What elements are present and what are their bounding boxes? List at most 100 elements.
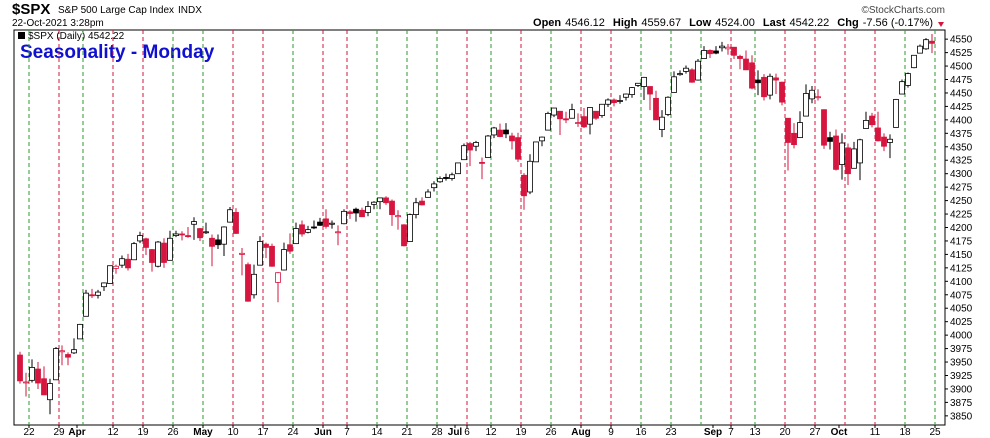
candle-body (509, 135, 515, 142)
candle-body (917, 45, 923, 54)
candle-body (791, 132, 797, 146)
candle-body (479, 161, 485, 164)
y-tick-label: 4000 (950, 331, 973, 342)
candle-body (641, 76, 647, 87)
y-tick-label: 4175 (950, 236, 973, 247)
candle-body (527, 160, 533, 193)
y-tick-label: 4025 (950, 317, 973, 328)
y-tick-label: 4375 (950, 129, 973, 140)
x-tick-label: 14 (371, 427, 383, 438)
candle-body (227, 209, 233, 223)
y-tick-label: 4350 (950, 142, 973, 153)
candle-body (311, 226, 317, 229)
candle-body (245, 264, 251, 302)
candle-body (929, 40, 935, 44)
y-tick-label: 4500 (950, 62, 973, 73)
y-tick-label: 4075 (950, 290, 973, 301)
candle-body (215, 239, 221, 246)
x-tick-label: 7 (344, 427, 350, 438)
candle-body (29, 367, 35, 381)
candle-body (137, 235, 143, 242)
candle-body (857, 139, 863, 164)
candle-body (341, 210, 347, 225)
candle-body (41, 378, 47, 396)
candle-body (365, 206, 371, 213)
candle-body (191, 221, 197, 225)
y-tick-label: 3875 (950, 398, 973, 409)
candle-body (131, 243, 137, 261)
candle-body (107, 265, 113, 284)
candle-body (185, 235, 191, 238)
candle-body (719, 45, 725, 49)
candle-body (293, 228, 299, 245)
x-tick-label: 28 (431, 427, 443, 438)
x-tick-label: 16 (635, 427, 647, 438)
candle-body (167, 237, 173, 261)
candle-body (221, 226, 227, 245)
x-tick-label: Jul (448, 427, 463, 438)
y-tick-label: 3925 (950, 371, 973, 382)
candle-body (413, 202, 419, 215)
candle-body (629, 87, 635, 95)
candle-body (695, 60, 701, 81)
candle-body (515, 137, 521, 160)
candle-body (65, 354, 71, 358)
candle-body (911, 54, 917, 69)
candle-body (95, 291, 101, 296)
x-tick-label: 29 (53, 427, 65, 438)
plot-frame (13, 29, 946, 426)
x-tick-label: 12 (485, 427, 497, 438)
candle-body (401, 224, 407, 247)
quote-value: 4546.12 (565, 17, 605, 29)
candle-body (713, 50, 719, 54)
candle-body (689, 69, 695, 83)
candle-body (893, 99, 899, 128)
candle-body (491, 127, 497, 136)
quote-line: Open 4546.12 High 4559.67 Low 4524.00 Last 4542… (533, 17, 933, 29)
x-tick-label: 9 (608, 427, 614, 438)
quote-label: Open (533, 17, 561, 29)
x-tick-label: Aug (571, 427, 590, 438)
candle-body (449, 174, 455, 179)
candle-body (671, 76, 677, 93)
y-tick-label: 4450 (950, 88, 973, 99)
y-tick-label: 4550 (950, 35, 973, 46)
candle-body (485, 135, 491, 158)
candle-body (329, 222, 335, 225)
x-tick-label: 11 (870, 427, 881, 438)
index-name: S&P 500 Large Cap Index (58, 5, 174, 16)
candle-body (647, 86, 653, 95)
candle-body (455, 162, 461, 175)
candle-body (875, 127, 881, 142)
candle-body (845, 147, 851, 175)
legend-label: $SPX (Daily) 4542.22 (28, 31, 125, 42)
candle-body (755, 79, 761, 84)
candle-body (467, 143, 473, 151)
candle-body (281, 249, 287, 271)
x-tick-label: 24 (287, 427, 299, 438)
candle-body (779, 81, 785, 103)
candle-body (653, 97, 659, 121)
candle-body (359, 209, 365, 218)
candle-body (725, 46, 731, 50)
candle-body (173, 233, 179, 236)
quote-value: 4559.67 (641, 17, 681, 29)
candle-body (71, 349, 77, 354)
candle-body (23, 381, 29, 384)
candle-body (701, 50, 707, 59)
candle-body (473, 142, 479, 147)
candle-body (521, 174, 527, 197)
candle-body (437, 178, 443, 183)
candle-body (239, 252, 245, 255)
candle-body (743, 58, 749, 71)
candle-body (737, 55, 743, 59)
x-tick-label: May (193, 427, 213, 438)
candle-body (35, 368, 41, 384)
candle-body (371, 201, 377, 205)
candle-body (197, 228, 203, 239)
candle-body (161, 242, 167, 263)
candle-body (803, 93, 809, 117)
candle-body (305, 229, 311, 233)
